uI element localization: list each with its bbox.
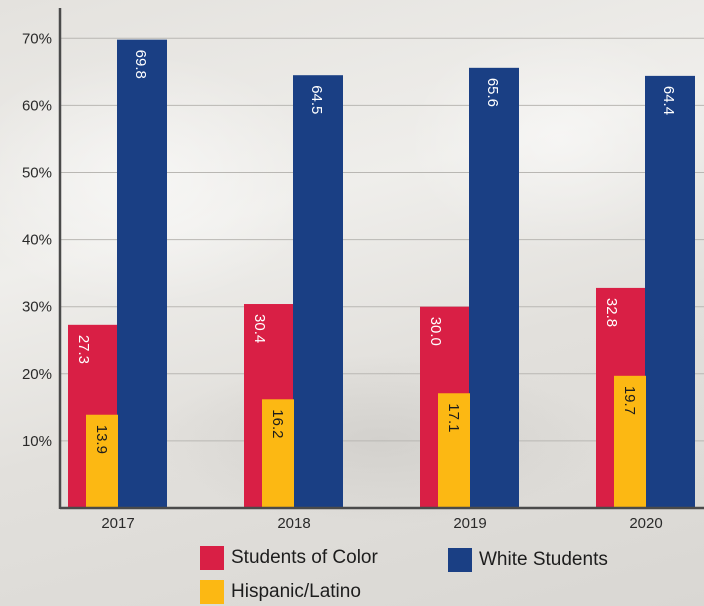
data-label-hispanic-latino: 17.1 [445,403,462,432]
legend-swatch-hispanic-latino [200,580,224,604]
data-label-hispanic-latino: 16.2 [269,409,286,438]
bar-white-students [469,67,519,508]
y-tick-label: 70% [22,30,52,47]
data-label-students-of-color: 30.0 [427,317,444,346]
y-tick-label: 50% [22,165,52,182]
x-tick-label: 2018 [277,515,310,532]
legend-label-students-of-color: Students of Color [231,547,378,568]
y-tick-label: 10% [22,433,52,450]
x-tick-label: 2017 [101,515,134,532]
data-label-white-students: 64.5 [308,85,325,114]
bar-white-students [645,75,695,508]
legend-item-students-of-color: Students of Color [200,546,378,570]
bar-hispanic-latino [614,375,646,508]
bar-hispanic-latino [86,414,118,508]
data-label-hispanic-latino: 19.7 [621,386,638,415]
data-label-students-of-color: 32.8 [603,298,620,327]
legend-label-hispanic-latino: Hispanic/Latino [231,581,361,602]
y-tick-label: 30% [22,299,52,316]
bar-chart: 10% 20% 30% 40% 50% 60% 70% 27.3 13.9 69.8 2017 30.… [22,8,704,532]
gridlines [60,37,704,442]
data-label-white-students: 69.8 [132,50,149,79]
y-tick-label: 40% [22,232,52,249]
bar-white-students [117,39,167,508]
legend-swatch-students-of-color [200,546,224,570]
data-label-hispanic-latino: 13.9 [93,425,110,454]
legend-label-white-students: White Students [479,549,608,570]
axes [58,8,704,510]
bar-hispanic-latino [262,399,294,508]
legend-swatch-white-students [448,548,472,572]
bars [68,39,695,508]
bar-hispanic-latino [438,393,470,508]
legend-item-hispanic-latino: Hispanic/Latino [200,580,361,604]
labels: 10% 20% 30% 40% 50% 60% 70% 27.3 13.9 69.8 2017 30.… [22,30,677,532]
data-label-white-students: 64.4 [660,86,677,115]
x-tick-label: 2020 [629,515,662,532]
legend-item-white-students: White Students [448,548,608,572]
data-label-students-of-color: 30.4 [251,314,268,343]
y-tick-label: 60% [22,97,52,114]
x-tick-label: 2019 [453,515,486,532]
bar-white-students [293,75,343,508]
data-label-students-of-color: 27.3 [75,335,92,364]
data-label-white-students: 65.6 [484,78,501,107]
y-tick-label: 20% [22,366,52,383]
